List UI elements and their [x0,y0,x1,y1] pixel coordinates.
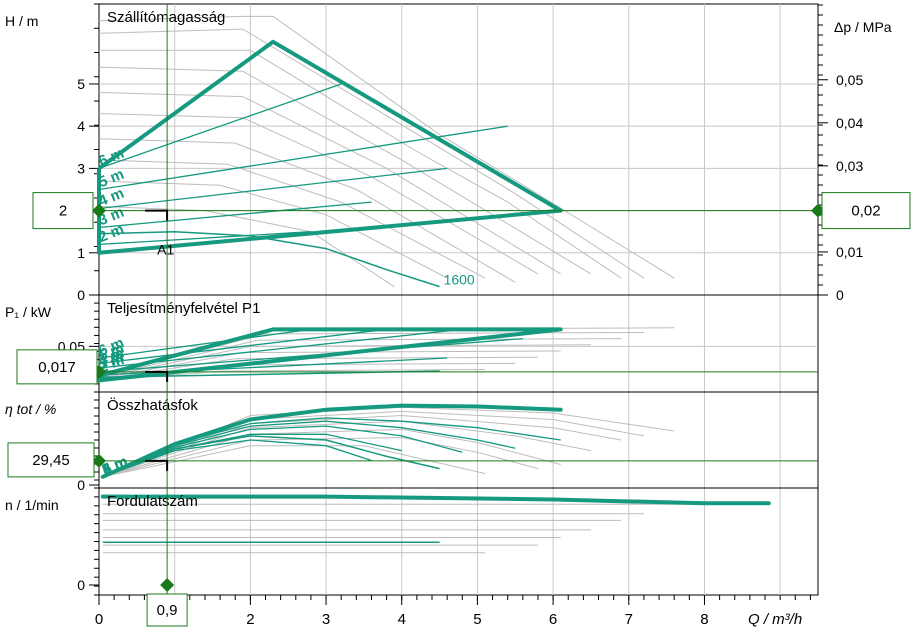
efficiency-value-diamond [92,453,106,468]
x-tick-label: 8 [700,611,708,628]
setpoint-line [98,231,311,246]
grey-curve [102,436,539,478]
grey-curve [98,28,645,279]
panel-title: Teljesítményfelvétel P1 [107,300,260,317]
y-tick-label-right: 0 [836,287,844,303]
y-tick-label-right: 0,03 [836,158,863,174]
duty-point-label: A1 [157,242,174,258]
y-axis-label: η tot / % [5,401,56,417]
setpoint-line [102,425,463,478]
speed-curve [102,435,440,478]
y-axis-label: P₁ / kW [5,304,52,320]
flow-value-box [146,593,188,627]
grey-curve [98,180,448,279]
setpoint-line [102,439,372,478]
power-value-box [16,349,98,385]
grey-curve [98,91,561,275]
x-tick-label: 7 [625,611,633,628]
x-tick-label: 6 [549,611,557,628]
y-axis-label-right: Δp / MPa [834,19,892,35]
speed-curve [98,230,440,288]
y-tick-label: 0 [77,577,85,593]
head-value-box [32,192,94,230]
setpoint-line [98,83,342,170]
setpoint-line [98,167,448,210]
x-tick-label: 3 [322,611,330,628]
x-tick-label: 2 [246,611,254,628]
y-tick-label: 3 [77,160,85,176]
plot-frame [98,3,819,596]
y-tick-label: 5 [77,76,85,92]
setpoint-line [98,328,311,359]
panel-title: Összhatásfok [107,396,198,414]
y-tick-label-right: 0,04 [836,115,863,131]
duty-point-marker-efficiency [145,459,169,471]
y-axis-label: H / m [5,13,38,29]
envelope-curve [100,494,771,506]
grey-curve [98,205,395,288]
dp-value-text: 0,02 [851,203,880,220]
x-tick-label: 4 [398,611,406,628]
flow-value-diamond [160,578,175,592]
y-axis-label: n / 1/min [5,497,59,513]
dp-value-box [821,192,911,230]
grey-curve [98,15,675,279]
y-tick-label-right: 0,01 [836,244,863,260]
setpoint-line [98,125,508,191]
grey-curve [98,159,486,279]
flow-value-text: 0,9 [157,602,178,619]
x-tick-label: 5 [473,611,481,628]
y-tick-label: 0 [77,477,85,493]
power-value-text: 0,017 [38,359,76,376]
y-tick-label-right: 0,05 [836,72,863,88]
setpoint-line [98,201,372,229]
grey-curve [99,49,622,279]
duty-point-marker-power [145,370,169,382]
duty-point-marker-head [145,209,169,221]
grey-curve [102,428,561,478]
x-tick-label: 0 [95,611,103,628]
y-tick-label: 0 [77,287,85,303]
head-value-text: 2 [59,203,67,220]
envelope-curve [100,403,563,479]
x-axis-label: Q / m³/h [748,611,802,628]
efficiency-value-text: 29,45 [32,452,70,469]
speed-curve-label: 1600 [444,272,475,288]
setpoint-line [98,328,387,365]
grey-curve [98,338,622,378]
y-tick-label: 1 [77,245,85,261]
panel-title: Fordulatszám [107,493,198,510]
panel-title: Szállítómagasság [107,9,225,26]
head-value-diamond [92,203,106,218]
y-tick-label: 4 [77,118,85,134]
efficiency-value-box [7,442,95,478]
